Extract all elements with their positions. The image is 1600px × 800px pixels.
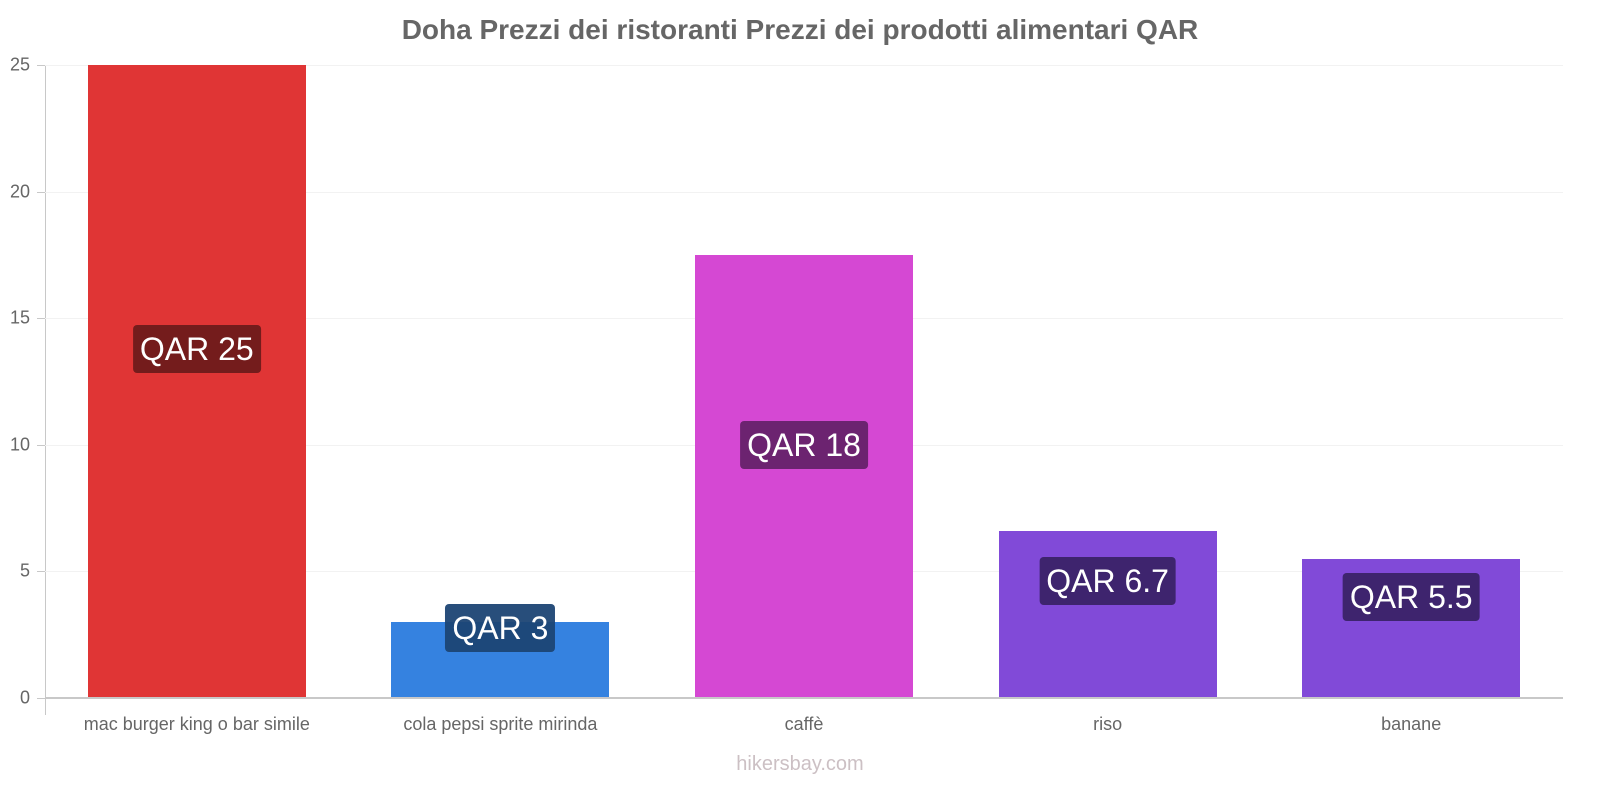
bar-value-label: QAR 18 bbox=[740, 421, 868, 469]
x-tick-label: mac burger king o bar simile bbox=[83, 714, 310, 734]
bar[interactable] bbox=[998, 530, 1217, 698]
bar[interactable] bbox=[695, 254, 913, 698]
bar-value-label: QAR 25 bbox=[132, 325, 261, 373]
bar[interactable] bbox=[87, 65, 306, 698]
y-tick-mark bbox=[37, 571, 45, 573]
x-tick-label: cola pepsi sprite mirinda bbox=[403, 714, 598, 734]
x-axis-line bbox=[45, 697, 1563, 699]
bar-value-label: QAR 6.7 bbox=[1039, 557, 1176, 605]
y-tick-mark bbox=[37, 65, 45, 66]
y-tick-mark bbox=[37, 191, 45, 193]
gridline bbox=[45, 191, 1563, 193]
chart-title: Doha Prezzi dei ristoranti Prezzi dei pr… bbox=[401, 14, 1199, 45]
y-tick-mark bbox=[37, 698, 45, 699]
bar-value-label: QAR 3 bbox=[445, 604, 556, 652]
y-tick-label: 15 bbox=[9, 307, 30, 328]
watermark: hikersbay.com bbox=[736, 753, 864, 775]
y-tick-mark bbox=[37, 444, 45, 446]
bar-value-label: QAR 5.5 bbox=[1342, 573, 1480, 621]
y-tick-mark bbox=[37, 318, 45, 320]
y-tick-label: 20 bbox=[9, 181, 30, 202]
y-tick-label: 5 bbox=[19, 560, 30, 581]
x-tick-label: riso bbox=[1093, 714, 1123, 734]
y-tick-label: 10 bbox=[9, 434, 30, 455]
y-axis-line bbox=[45, 65, 46, 715]
y-tick-label: 0 bbox=[19, 687, 30, 708]
x-tick-label: caffè bbox=[784, 714, 824, 734]
x-tick-label: banane bbox=[1381, 714, 1442, 734]
y-tick-label: 25 bbox=[9, 54, 30, 75]
gridline bbox=[45, 65, 1563, 66]
plot-area: QAR 25 QAR 3 QAR 18 QAR 6.7 QAR 5.5 bbox=[45, 65, 1563, 698]
